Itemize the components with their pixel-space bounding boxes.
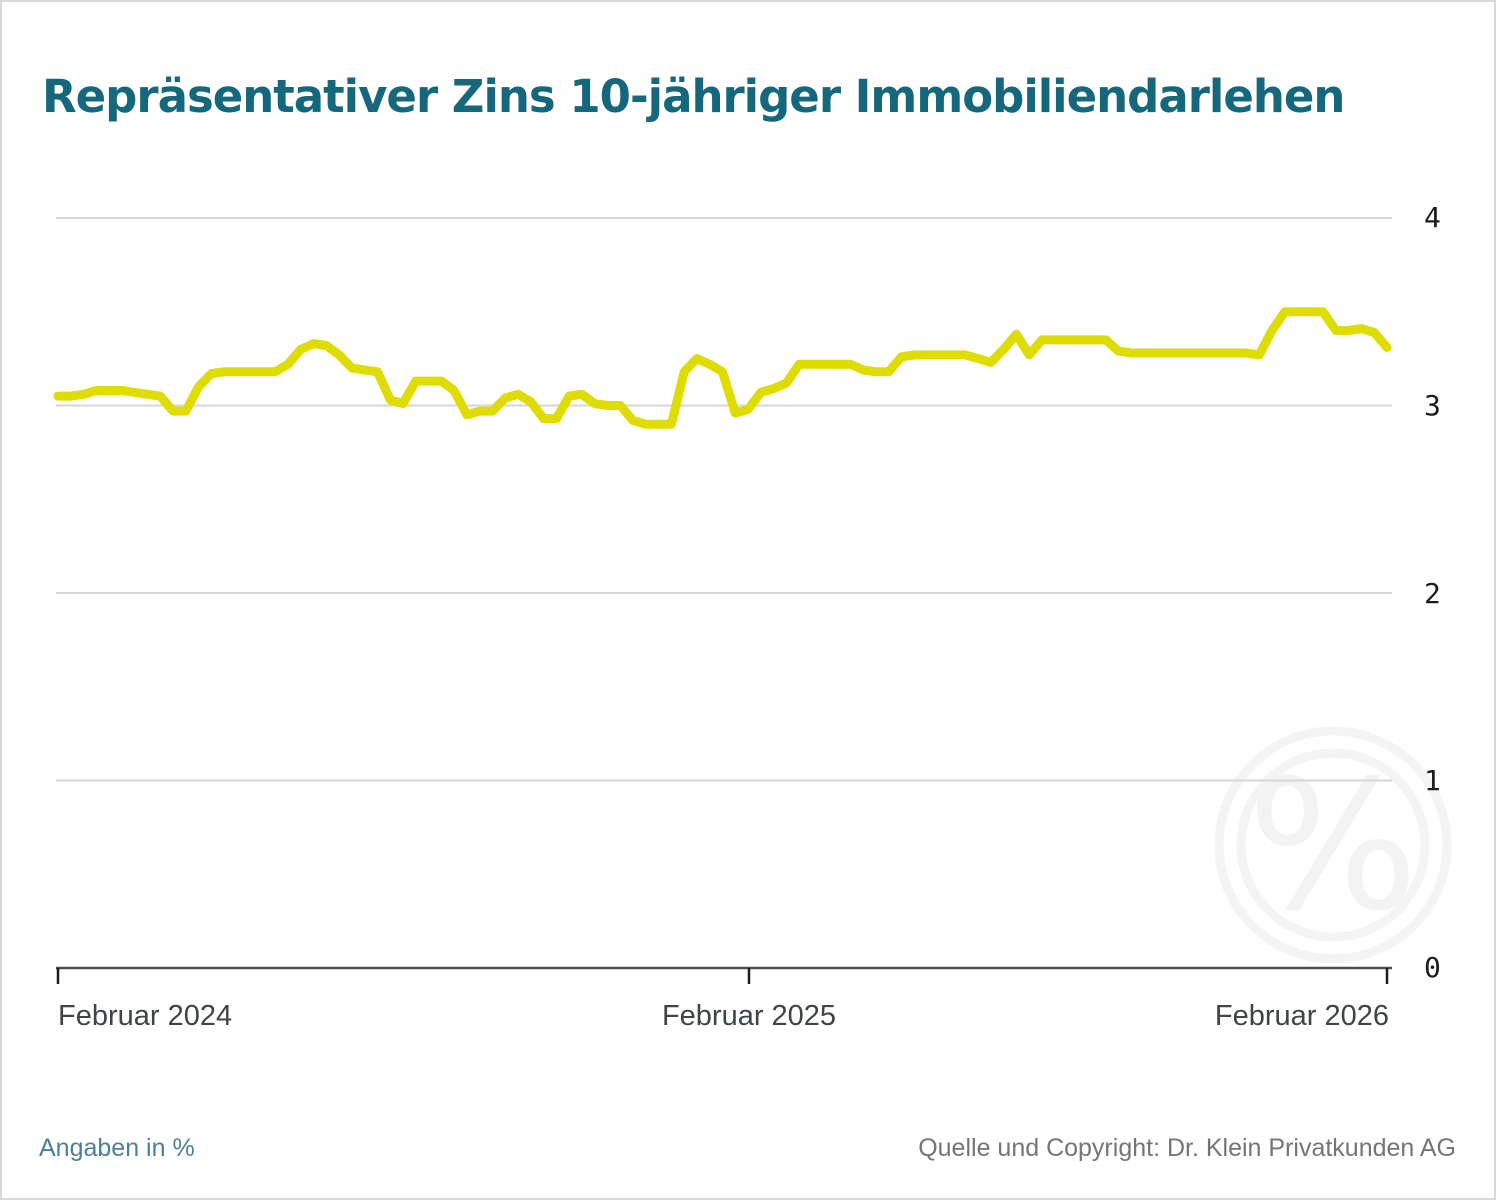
source-copyright: Quelle und Copyright: Dr. Klein Privatku… — [918, 1134, 1456, 1162]
x-tick-label-feb-2025: Februar 2025 — [661, 1000, 837, 1032]
x-tick-label-feb-2024: Februar 2024 — [58, 1000, 233, 1032]
y-tick-label-0: 0 — [1424, 951, 1441, 984]
y-tick-label-2: 2 — [1424, 577, 1441, 610]
gridlines — [56, 217, 1392, 782]
unit-note: Angaben in % — [39, 1134, 195, 1162]
y-tick-label-1: 1 — [1424, 764, 1441, 797]
x-axis — [56, 966, 1392, 984]
y-tick-label-4: 4 — [1424, 201, 1441, 234]
y-tick-label-3: 3 — [1424, 389, 1441, 422]
percent-watermark-glyph: % — [1247, 742, 1418, 951]
chart-title: Repräsentativer Zins 10-jähriger Immobil… — [42, 70, 1345, 123]
x-tick-label-feb-2026: Februar 2026 — [1214, 1000, 1389, 1032]
interest-rate-line — [53, 307, 1392, 429]
percent-watermark-icon: % — [1214, 726, 1452, 964]
